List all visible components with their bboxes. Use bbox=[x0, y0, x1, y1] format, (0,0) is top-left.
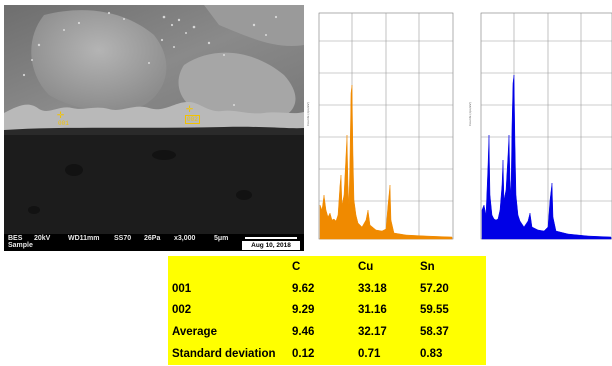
eds-spectrum-002-trace bbox=[481, 74, 612, 240]
marker-002-label: 002 bbox=[185, 115, 200, 124]
table-header-row: C Cu Sn bbox=[168, 256, 486, 278]
row-label: Standard deviation bbox=[172, 348, 276, 361]
sem-working-distance: WD11mm bbox=[68, 235, 100, 242]
marker-001-label: 001 bbox=[58, 120, 69, 127]
table-header-c: C bbox=[292, 260, 301, 273]
cell-c: 9.46 bbox=[292, 326, 315, 339]
cell-cu: 31.16 bbox=[358, 304, 387, 317]
cell-c: 9.29 bbox=[292, 304, 315, 317]
sem-magnification: x3,000 bbox=[174, 235, 196, 242]
svg-text:Counts (cps/eV): Counts (cps/eV) bbox=[306, 102, 310, 126]
cell-c: 9.62 bbox=[292, 282, 315, 295]
sem-image bbox=[4, 5, 304, 234]
row-label: 002 bbox=[172, 304, 192, 317]
table-row: Average 9.46 32.17 58.37 bbox=[168, 321, 486, 343]
cell-c: 0.12 bbox=[292, 348, 315, 361]
marker-001-cross-icon: ✛ bbox=[57, 108, 65, 122]
cell-cu: 33.18 bbox=[358, 282, 387, 295]
sem-scale-bar bbox=[245, 237, 297, 239]
sem-spot-size: SS70 bbox=[114, 235, 132, 242]
cell-sn: 59.55 bbox=[420, 304, 449, 317]
cell-cu: 32.17 bbox=[358, 326, 387, 339]
sem-date: Aug 10, 2018 bbox=[242, 241, 300, 250]
composition-table-grid: C Cu Sn 001 9.62 33.18 57.20 002 9.29 31… bbox=[168, 256, 486, 365]
svg-text:Counts (cps/eV): Counts (cps/eV) bbox=[468, 102, 472, 126]
row-label: Average bbox=[172, 326, 217, 339]
table-header-label bbox=[168, 256, 288, 278]
eds-spectrum-002: Counts (cps/eV) bbox=[468, 5, 612, 245]
eds-spectrum-001-trace bbox=[319, 84, 453, 240]
cell-sn: 58.37 bbox=[420, 326, 449, 339]
cell-sn: 0.83 bbox=[420, 348, 443, 361]
table-row: 002 9.29 31.16 59.55 bbox=[168, 300, 486, 322]
cell-sn: 57.20 bbox=[420, 282, 449, 295]
table-row: Standard deviation 0.12 0.71 0.83 bbox=[168, 343, 486, 365]
marker-002-cross-icon: ✛ bbox=[186, 102, 194, 116]
eds-spectrum-002-plot: Counts (cps/eV) bbox=[468, 12, 612, 240]
table-row: 001 9.62 33.18 57.20 bbox=[168, 278, 486, 300]
eds-spectrum-001-plot: Counts (cps/eV) bbox=[306, 12, 454, 240]
row-label: 001 bbox=[172, 282, 192, 295]
sem-sample-label: Sample bbox=[8, 242, 33, 249]
sem-info-bar: BES Sample 20kV WD11mm SS70 26Pa x3,000 … bbox=[4, 234, 304, 251]
sem-pressure: 26Pa bbox=[144, 235, 161, 242]
cell-cu: 0.71 bbox=[358, 348, 381, 361]
sem-mode: BES bbox=[8, 235, 23, 242]
sem-voltage: 20kV bbox=[34, 235, 51, 242]
composition-table: C Cu Sn 001 9.62 33.18 57.20 002 9.29 31… bbox=[168, 256, 486, 365]
sem-scale-label: 5μm bbox=[214, 235, 229, 242]
table-header-sn: Sn bbox=[420, 260, 435, 273]
sem-micrograph: ✛ 001 ✛ 002 BES Sample 20kV WD11mm SS70 … bbox=[4, 5, 304, 251]
eds-spectrum-001: Counts (cps/eV) bbox=[306, 5, 456, 245]
table-header-cu: Cu bbox=[358, 260, 374, 273]
